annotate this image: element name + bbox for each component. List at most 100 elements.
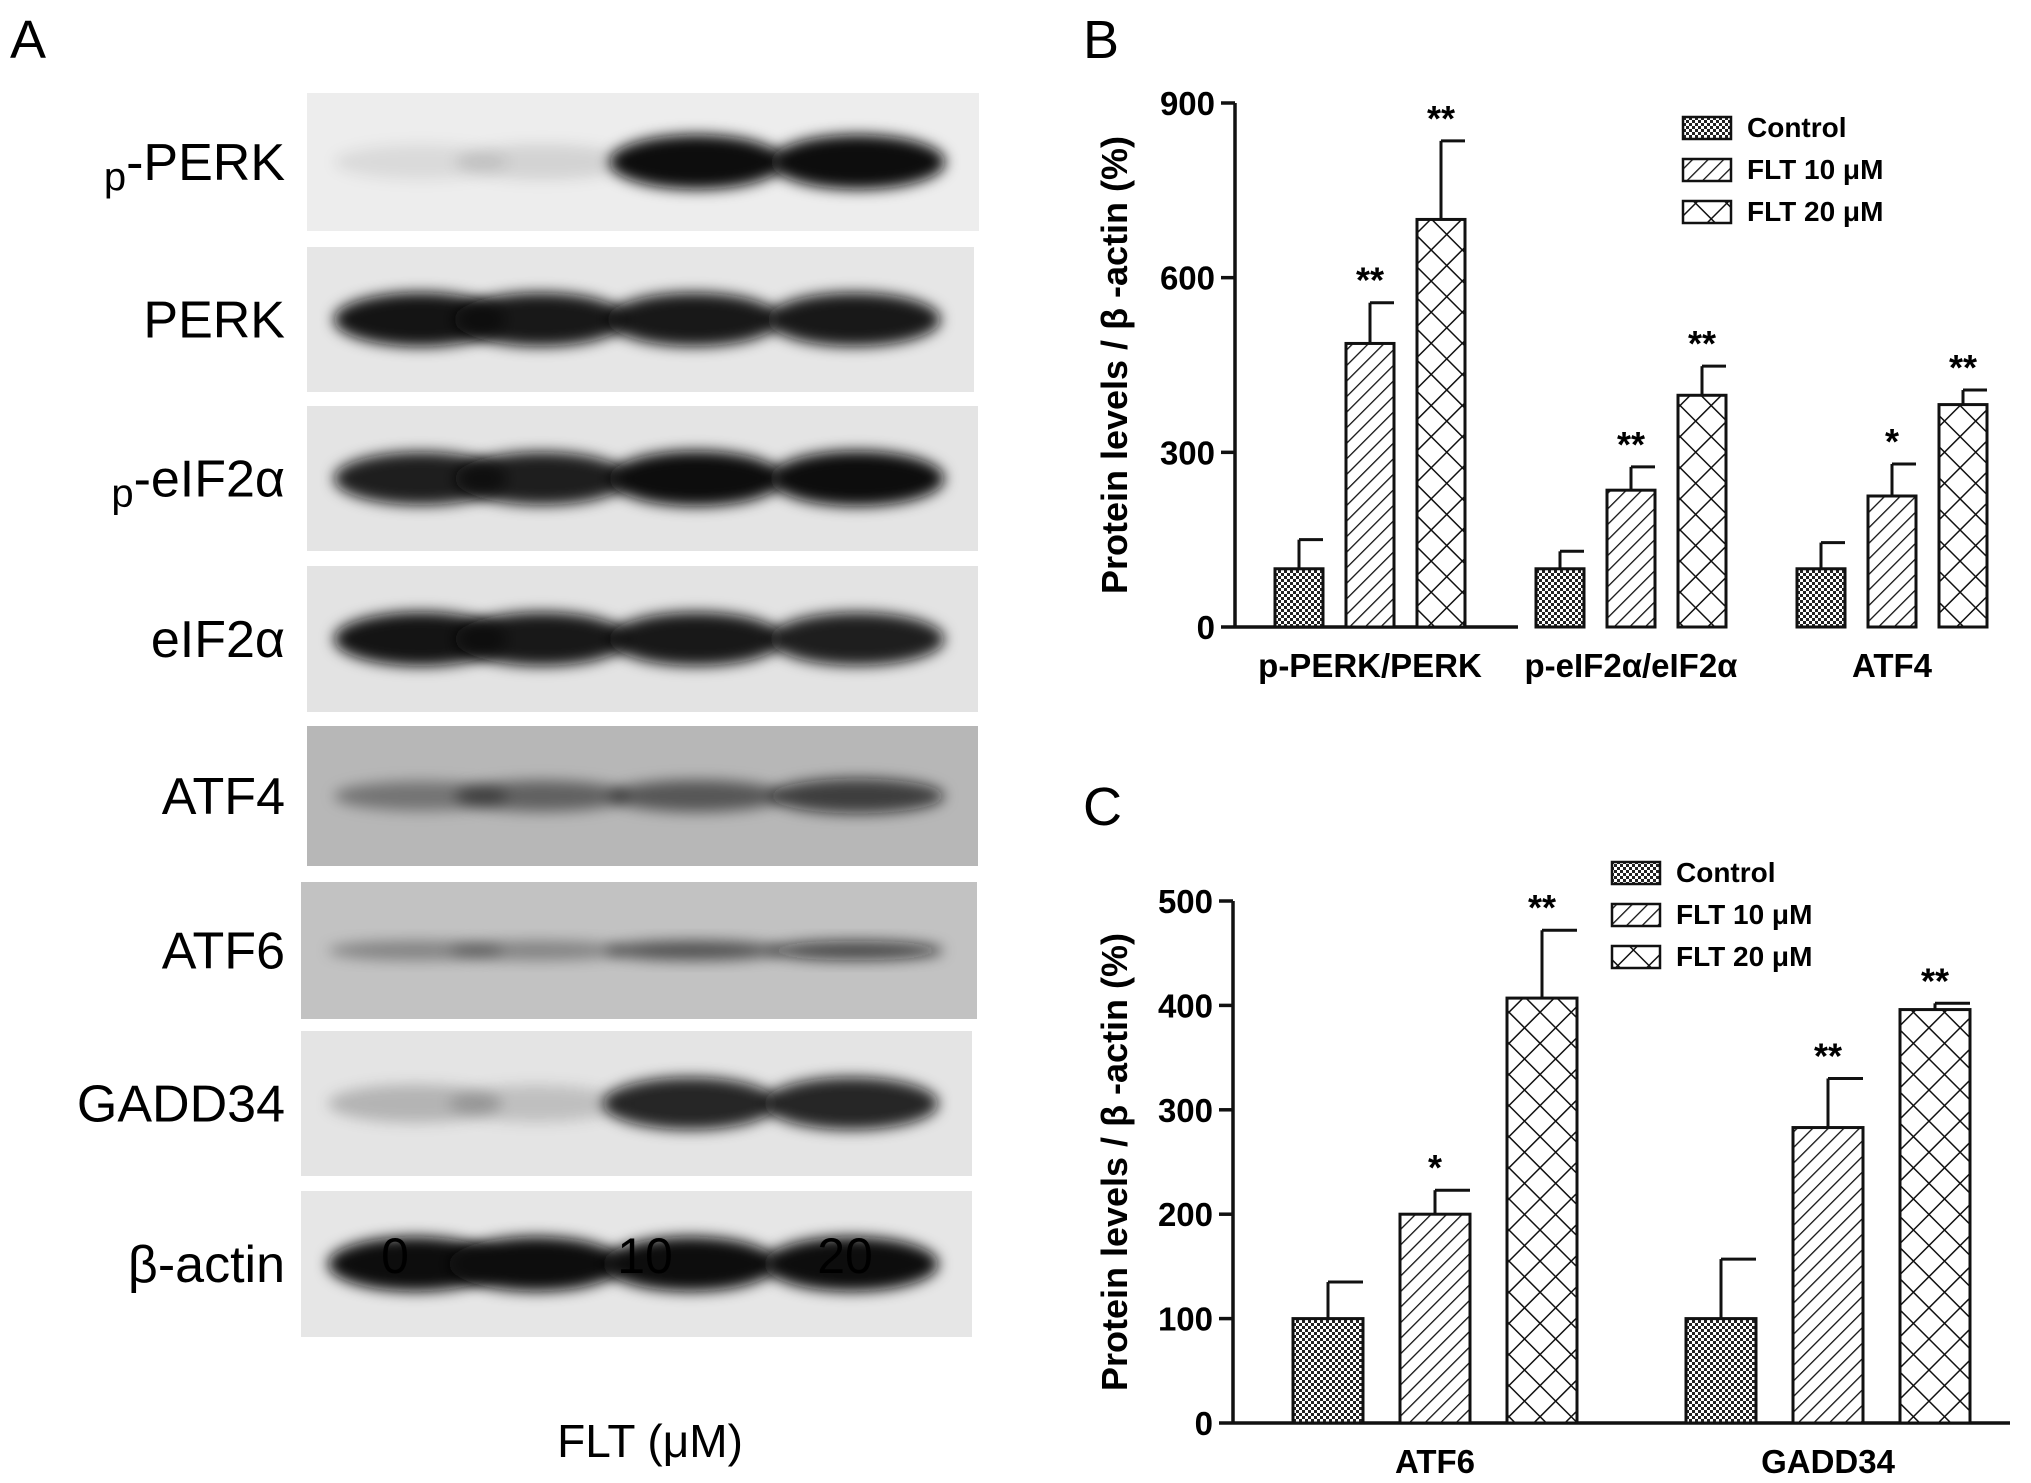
legend-label: FLT 10 μM — [1676, 899, 1812, 930]
y-tick-label: 200 — [1158, 1196, 1213, 1233]
blot-band — [333, 451, 509, 506]
significance-mark: ** — [1617, 424, 1645, 465]
lane-label-10: 10 — [617, 1228, 673, 1284]
blot-band — [448, 1236, 624, 1292]
blot-band — [328, 940, 504, 961]
significance-mark: ** — [1427, 98, 1455, 139]
blot-band — [333, 611, 509, 667]
legend-swatch — [1681, 115, 1733, 141]
chart-c: 0 100 200 300 400 500 Protein levels / β -acti… — [1094, 857, 2010, 1480]
blot-band — [608, 612, 784, 666]
bar-cross — [1505, 996, 1579, 1425]
y-tick-label: 900 — [1160, 85, 1215, 122]
blot-band — [327, 1236, 503, 1292]
blot-band — [454, 451, 630, 506]
bar-hatch — [1344, 341, 1396, 629]
legend-swatch — [1681, 199, 1733, 225]
significance-mark: * — [1885, 421, 1899, 462]
blot-band — [608, 780, 784, 812]
lane-label-0: 0 — [381, 1228, 409, 1284]
bar-dots — [1684, 1317, 1758, 1425]
blot-band — [333, 144, 509, 180]
panel-c-letter: C — [1083, 777, 1122, 837]
blot-band — [609, 134, 785, 190]
significance-mark: ** — [1356, 260, 1384, 301]
y-axis-label: Protein levels / β -actin (%) — [1094, 136, 1135, 594]
bar-dots — [1795, 567, 1847, 629]
blot-axis-label: FLT (μM) — [557, 1415, 743, 1467]
bar-dots — [1534, 567, 1586, 629]
y-tick-label: 300 — [1158, 1092, 1213, 1129]
bar-dots — [1291, 1317, 1365, 1425]
blot-label: p-PERK — [104, 134, 285, 199]
blot-label: GADD34 — [77, 1076, 285, 1134]
blot-band — [769, 450, 945, 507]
blot-band — [453, 292, 628, 347]
significance-mark: * — [1428, 1147, 1442, 1188]
bar-hatch — [1791, 1126, 1865, 1425]
blot-label: p-eIF2α — [111, 451, 285, 516]
panel-a-letter: A — [10, 10, 46, 70]
blot-band — [608, 450, 784, 507]
x-category-label: ATF6 — [1395, 1443, 1475, 1480]
bar-hatch — [1605, 488, 1657, 629]
bar-hatch — [1866, 494, 1918, 629]
blot-band — [769, 612, 945, 666]
blot-band — [763, 1077, 939, 1130]
lane-label-20: 20 — [817, 1228, 873, 1284]
y-tick-label: 0 — [1195, 1405, 1213, 1442]
blot-band — [763, 1236, 939, 1292]
significance-mark: ** — [1528, 887, 1556, 928]
legend-label: Control — [1676, 857, 1776, 888]
significance-mark: ** — [1688, 323, 1716, 364]
panel-c: C 0 100 200 300 400 500 Protein levels / β -ac… — [1083, 777, 2010, 1480]
y-axis-label: Protein levels / β -actin (%) — [1094, 933, 1135, 1391]
y-tick-label: 300 — [1160, 434, 1215, 471]
blot-band — [454, 612, 630, 666]
blot-band — [454, 144, 630, 180]
bar-cross — [1937, 403, 1989, 629]
blot-band — [448, 1085, 624, 1122]
chart-b: 0 300 600 900 Protein levels / β -actin (%) *… — [1094, 85, 1989, 684]
y-tick-label: 500 — [1158, 883, 1213, 920]
legend-swatch — [1681, 157, 1733, 183]
y-tick-label: 0 — [1197, 609, 1215, 646]
significance-mark: ** — [1814, 1035, 1842, 1076]
blot-label-name: -eIF2α — [134, 451, 285, 509]
blot-band — [607, 292, 781, 347]
blot-band — [767, 292, 941, 347]
x-category-label: ATF4 — [1852, 647, 1933, 684]
blot-band — [333, 781, 509, 811]
x-category-label: GADD34 — [1761, 1443, 1896, 1480]
y-tick-label: 100 — [1158, 1301, 1213, 1338]
bar-hatch — [1398, 1212, 1472, 1425]
legend-label: FLT 20 μM — [1747, 196, 1883, 227]
bar-cross — [1898, 1008, 1972, 1425]
blot-label: β-actin — [128, 1236, 285, 1294]
y-tick-label: 400 — [1158, 987, 1213, 1024]
blot-label-prefix: p — [104, 155, 126, 199]
blot-band — [449, 940, 626, 961]
blot-band — [327, 1084, 503, 1123]
bar-cross — [1676, 393, 1728, 629]
blot-label: eIF2α — [151, 611, 285, 669]
panel-b: B 0 300 600 900 Protein levels / β -actin (%… — [1083, 10, 1989, 684]
legend-label: Control — [1747, 112, 1847, 143]
panel-a: A p-PERKPERKp-eIF2αeIF2αATF4ATF6GADD34β-… — [10, 10, 979, 1467]
blot-band — [605, 940, 781, 961]
blot-band — [602, 1077, 778, 1130]
panel-b-letter: B — [1083, 10, 1119, 70]
blot-band — [602, 1236, 778, 1292]
legend-swatch — [1610, 860, 1662, 886]
legend-swatch — [1610, 944, 1662, 970]
x-category-label: p-eIF2α/eIF2α — [1525, 647, 1738, 684]
x-category-label: p-PERK/PERK — [1258, 647, 1482, 684]
blot-band — [769, 778, 945, 814]
significance-mark: ** — [1921, 960, 1949, 1001]
y-tick-label: 600 — [1160, 260, 1215, 297]
western-blots: p-PERKPERKp-eIF2αeIF2αATF4ATF6GADD34β-ac… — [77, 93, 979, 1337]
blot-label: ATF6 — [162, 923, 285, 981]
bar-dots — [1273, 567, 1325, 629]
significance-mark: ** — [1949, 347, 1977, 388]
legend-swatch — [1610, 902, 1662, 928]
